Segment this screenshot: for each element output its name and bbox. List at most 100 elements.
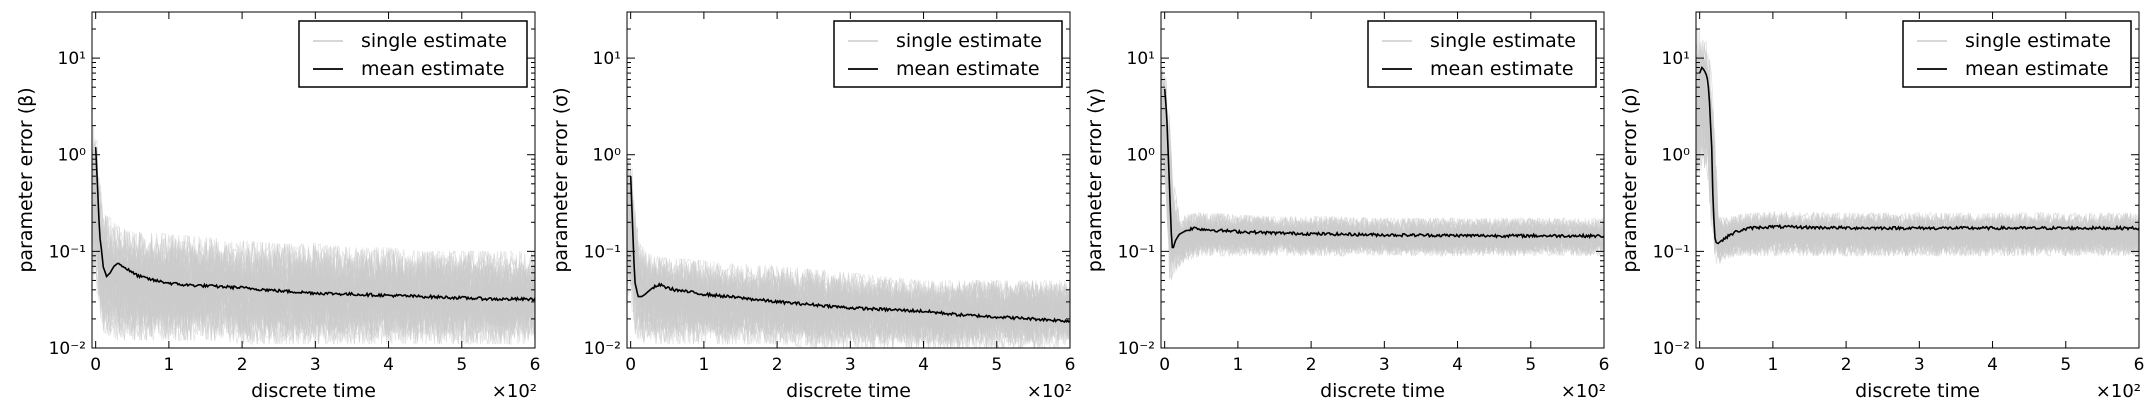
single-estimate-line xyxy=(627,200,1070,338)
single-estimate-line xyxy=(92,187,535,340)
panel-3: 0 1 2 3 4 5 6 10⁻² 10⁻¹ 10⁰ 10¹ discrete time ×10² pa… xyxy=(1084,11,1610,402)
x-multiplier-label: ×10² xyxy=(1561,381,1606,402)
mean-estimate-line xyxy=(1163,88,1604,249)
x-axis-label: discrete time xyxy=(1855,380,1980,402)
axes-frame xyxy=(1695,11,2140,349)
single-estimate-line xyxy=(1161,81,1604,245)
x-tick-label: 6 xyxy=(530,355,541,375)
x-tick-label: 3 xyxy=(1379,355,1390,375)
x-axis-label: discrete time xyxy=(1320,380,1445,402)
legend: single estimate mean estimate xyxy=(1367,20,1597,88)
y-axis-label: parameter error (β) xyxy=(15,87,37,272)
single-estimate-line xyxy=(627,231,1070,340)
x-tick-label: 6 xyxy=(2134,355,2145,375)
mean-estimate-line xyxy=(629,176,1070,324)
x-tick-label: 1 xyxy=(1767,355,1778,375)
x-tick-label: 6 xyxy=(1599,355,1610,375)
x-tick-label: 0 xyxy=(1694,355,1705,375)
x-tick-label: 5 xyxy=(991,355,1002,375)
x-tick-label: 2 xyxy=(772,355,783,375)
y-tick-label: 10⁰ xyxy=(1127,146,1156,166)
x-tick-label: 5 xyxy=(2060,355,2071,375)
panel-1: 0 1 2 3 4 5 6 10⁻² 10⁻¹ 10⁰ 10¹ discrete time ×10² pa… xyxy=(15,11,541,402)
single-estimate-line xyxy=(1161,101,1604,258)
x-tick-label: 1 xyxy=(163,355,174,375)
single-estimate-line xyxy=(1696,79,2139,254)
x-tick-label: 4 xyxy=(1452,355,1463,375)
legend-box xyxy=(1902,20,2132,88)
y-tick-label: 10⁻² xyxy=(1118,339,1155,359)
x-tick-label: 4 xyxy=(1987,355,1998,375)
x-tick-label: 2 xyxy=(1841,355,1852,375)
mean-estimate-series xyxy=(94,147,535,303)
mean-estimate-series xyxy=(1163,88,1604,249)
y-tick-label: 10¹ xyxy=(1662,49,1690,69)
mean-estimate-line xyxy=(1698,65,2139,245)
x-multiplier-label: ×10² xyxy=(1027,381,1072,402)
legend: single estimate mean estimate xyxy=(298,20,528,88)
y-tick-label: 10⁻² xyxy=(1653,339,1690,359)
single-estimate-traces xyxy=(1161,67,1604,281)
axes-frame xyxy=(626,11,1071,349)
x-tick-label: 2 xyxy=(237,355,248,375)
single-estimate-line xyxy=(1161,124,1604,271)
mean-estimate-line xyxy=(94,147,535,303)
legend-label-mean: mean estimate xyxy=(896,58,1040,80)
x-tick-label: 5 xyxy=(1525,355,1536,375)
legend-label-single: single estimate xyxy=(896,30,1042,52)
x-multiplier-label: ×10² xyxy=(2096,381,2141,402)
y-tick-label: 10⁰ xyxy=(58,146,87,166)
legend-label-single: single estimate xyxy=(1965,30,2111,52)
y-tick-label: 10⁰ xyxy=(1662,146,1691,166)
y-tick-label: 10⁻¹ xyxy=(584,242,621,262)
legend-label-single: single estimate xyxy=(1430,30,1576,52)
legend-box xyxy=(298,20,528,88)
mean-estimate-series xyxy=(1698,65,2139,245)
x-tick-label: 3 xyxy=(310,355,321,375)
single-estimate-line xyxy=(1161,138,1604,279)
mean-estimate-series xyxy=(629,176,1070,324)
x-tick-label: 4 xyxy=(918,355,929,375)
single-estimate-line xyxy=(92,172,535,325)
y-axis-label: parameter error (ρ) xyxy=(1619,87,1641,272)
x-tick-label: 1 xyxy=(698,355,709,375)
single-estimate-line xyxy=(92,210,535,341)
x-tick-label: 6 xyxy=(1065,355,1076,375)
x-tick-label: 3 xyxy=(845,355,856,375)
single-estimate-line xyxy=(92,178,535,345)
single-estimate-line xyxy=(1161,71,1604,245)
y-axis-label: parameter error (γ) xyxy=(1084,88,1106,272)
single-estimate-traces xyxy=(627,156,1070,348)
y-tick-label: 10⁻¹ xyxy=(1118,242,1155,262)
x-tick-label: 1 xyxy=(1232,355,1243,375)
x-tick-label: 3 xyxy=(1914,355,1925,375)
y-tick-label: 10¹ xyxy=(1127,49,1155,69)
x-tick-label: 0 xyxy=(1159,355,1170,375)
legend-label-mean: mean estimate xyxy=(1430,58,1574,80)
legend: single estimate mean estimate xyxy=(1902,20,2132,88)
legend-box xyxy=(833,20,1063,88)
x-tick-label: 0 xyxy=(90,355,101,375)
legend-box xyxy=(1367,20,1597,88)
x-tick-label: 2 xyxy=(1306,355,1317,375)
y-tick-label: 10⁻² xyxy=(49,339,86,359)
y-tick-label: 10⁰ xyxy=(593,146,622,166)
panel-4: 0 1 2 3 4 5 6 10⁻² 10⁻¹ 10⁰ 10¹ discrete time ×10² pa… xyxy=(1619,11,2145,402)
single-estimate-line xyxy=(92,218,535,334)
y-tick-label: 10⁻² xyxy=(584,339,621,359)
single-estimate-line xyxy=(92,173,535,332)
axes-frame xyxy=(1160,11,1605,349)
legend-label-single: single estimate xyxy=(361,30,507,52)
single-estimate-line xyxy=(1161,136,1604,279)
x-tick-label: 0 xyxy=(625,355,636,375)
panel-2: 0 1 2 3 4 5 6 10⁻² 10⁻¹ 10⁰ 10¹ discrete time ×10² pa… xyxy=(550,11,1076,402)
axes-frame xyxy=(91,11,536,349)
x-axis-label: discrete time xyxy=(251,380,376,402)
y-tick-label: 10⁻¹ xyxy=(1653,242,1690,262)
legend-label-mean: mean estimate xyxy=(1965,58,2109,80)
single-estimate-line xyxy=(1161,149,1604,279)
x-tick-label: 5 xyxy=(456,355,467,375)
y-tick-label: 10⁻¹ xyxy=(49,242,86,262)
single-estimate-traces xyxy=(1696,28,2139,264)
